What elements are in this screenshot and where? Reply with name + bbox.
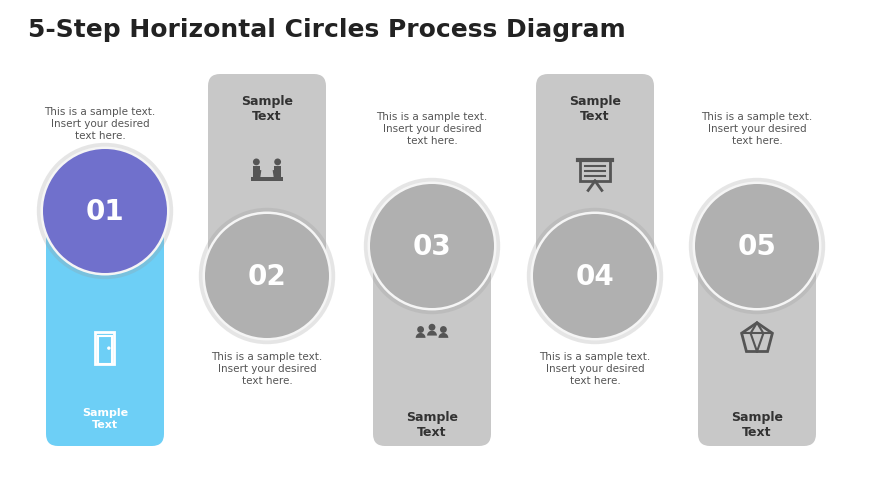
Circle shape: [417, 326, 423, 333]
Text: This is a sample text.
Insert your desired
text here.: This is a sample text. Insert your desir…: [700, 112, 812, 145]
FancyBboxPatch shape: [208, 75, 326, 279]
Text: 01: 01: [85, 198, 124, 225]
Polygon shape: [438, 333, 448, 338]
Circle shape: [205, 215, 328, 338]
Circle shape: [199, 208, 335, 345]
Circle shape: [363, 179, 500, 315]
Text: This is a sample text.
Insert your desired
text here.: This is a sample text. Insert your desir…: [44, 107, 156, 141]
Text: 03: 03: [412, 232, 451, 261]
Polygon shape: [250, 178, 282, 182]
Circle shape: [274, 159, 281, 166]
Circle shape: [440, 326, 447, 333]
Circle shape: [533, 215, 656, 338]
Circle shape: [202, 212, 331, 341]
Circle shape: [41, 147, 169, 276]
Text: 05: 05: [737, 232, 775, 261]
Circle shape: [428, 324, 434, 331]
Circle shape: [36, 143, 173, 280]
Circle shape: [692, 182, 820, 311]
Circle shape: [688, 179, 825, 315]
Text: This is a sample text.
Insert your desired
text here.: This is a sample text. Insert your desir…: [211, 352, 322, 385]
Polygon shape: [274, 166, 281, 178]
Circle shape: [369, 184, 494, 308]
Text: Sample
Text: Sample Text: [730, 410, 782, 438]
Text: 04: 04: [575, 263, 614, 290]
Text: This is a sample text.
Insert your desired
text here.: This is a sample text. Insert your desir…: [376, 112, 487, 145]
FancyBboxPatch shape: [46, 214, 164, 446]
Polygon shape: [253, 166, 260, 178]
Text: Sample
Text: Sample Text: [241, 95, 293, 123]
Text: This is a sample text.
Insert your desired
text here.: This is a sample text. Insert your desir…: [539, 352, 650, 385]
Text: Sample
Text: Sample Text: [568, 95, 620, 123]
Circle shape: [367, 182, 496, 311]
FancyBboxPatch shape: [373, 248, 490, 446]
Circle shape: [253, 159, 260, 166]
Circle shape: [43, 150, 167, 273]
Polygon shape: [415, 333, 425, 338]
Circle shape: [530, 212, 659, 341]
Circle shape: [527, 208, 662, 345]
Text: 5-Step Horizontal Circles Process Diagram: 5-Step Horizontal Circles Process Diagra…: [28, 18, 625, 42]
Text: 02: 02: [248, 263, 286, 290]
FancyBboxPatch shape: [697, 248, 815, 446]
FancyBboxPatch shape: [535, 75, 653, 279]
Circle shape: [694, 184, 818, 308]
Text: Sample
Text: Sample Text: [82, 407, 128, 429]
Polygon shape: [427, 331, 436, 336]
Text: Sample
Text: Sample Text: [406, 410, 457, 438]
Circle shape: [107, 346, 110, 350]
